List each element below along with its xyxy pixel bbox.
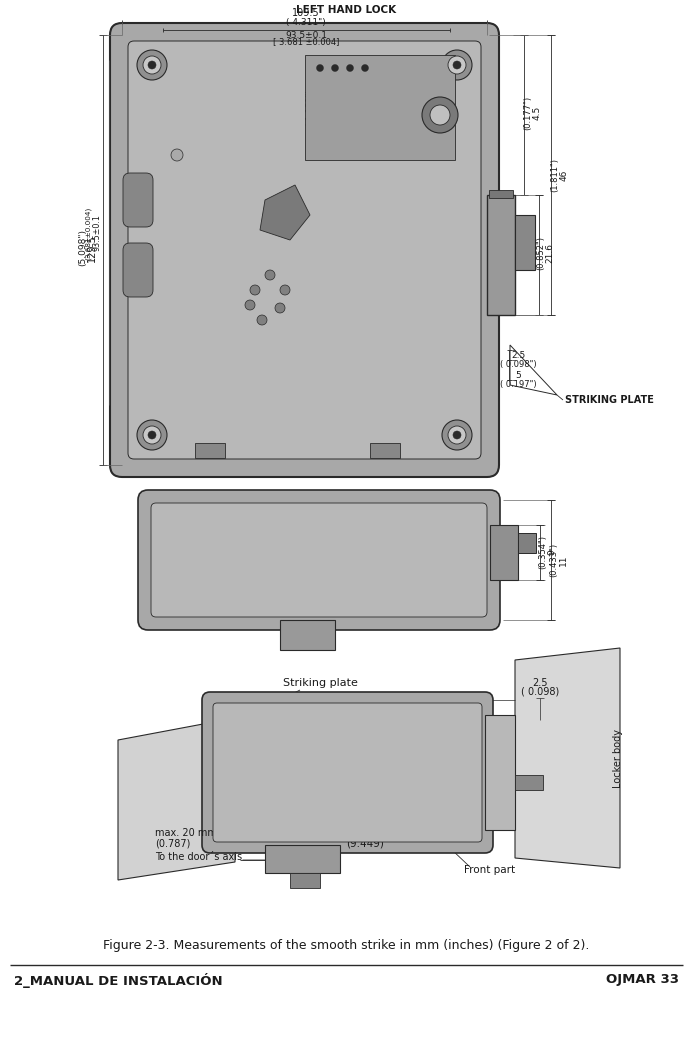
Text: ( 0.098"): ( 0.098") — [500, 360, 536, 368]
Bar — [490, 524, 518, 580]
Text: 21.6: 21.6 — [545, 243, 554, 263]
Circle shape — [317, 64, 324, 71]
Text: 2_MANUAL DE INSTALACIÓN: 2_MANUAL DE INSTALACIÓN — [14, 972, 222, 987]
Bar — [305, 55, 455, 160]
Text: (3.681±0.004): (3.681±0.004) — [85, 207, 91, 259]
Bar — [280, 620, 335, 650]
Bar — [370, 443, 400, 458]
Circle shape — [250, 285, 260, 295]
Bar — [485, 715, 515, 830]
Text: ( 0.197"): ( 0.197") — [500, 381, 536, 389]
Polygon shape — [515, 648, 620, 868]
Text: (0.354"): (0.354") — [538, 535, 547, 569]
Text: (9.449): (9.449) — [346, 838, 384, 848]
Text: Locker body: Locker body — [613, 728, 623, 788]
Text: (0.852"): (0.852") — [536, 236, 545, 270]
Circle shape — [346, 64, 353, 71]
Bar — [489, 190, 513, 198]
Text: OJMAR 33: OJMAR 33 — [606, 973, 679, 986]
Circle shape — [265, 270, 275, 280]
FancyBboxPatch shape — [128, 41, 481, 459]
Circle shape — [362, 64, 369, 71]
Circle shape — [257, 315, 267, 325]
Bar — [515, 775, 543, 790]
Text: 11: 11 — [559, 554, 568, 565]
Text: ( 0.866"): ( 0.866") — [362, 91, 398, 101]
Text: 46: 46 — [559, 169, 568, 180]
Text: 2.5: 2.5 — [511, 350, 525, 360]
Text: 30: 30 — [374, 102, 386, 110]
Circle shape — [171, 149, 183, 160]
Text: Front part: Front part — [464, 865, 516, 875]
Circle shape — [331, 64, 338, 71]
Text: (0.177"): (0.177") — [523, 95, 532, 130]
Text: To the door´s axis: To the door´s axis — [155, 852, 242, 862]
Text: ( 0.098): ( 0.098) — [521, 687, 559, 697]
Text: ( 4.311"): ( 4.311") — [286, 18, 326, 26]
Text: 22: 22 — [374, 84, 385, 92]
Circle shape — [430, 105, 450, 125]
Text: (5.098"): (5.098") — [78, 230, 87, 266]
Circle shape — [280, 285, 290, 295]
Bar — [290, 873, 320, 889]
Circle shape — [148, 61, 156, 69]
Text: Figure 2-3. Measurements of the smooth strike in mm (inches) (Figure 2 of 2).: Figure 2-3. Measurements of the smooth s… — [103, 939, 589, 951]
Text: (0.433"): (0.433") — [550, 543, 559, 577]
Circle shape — [148, 431, 156, 438]
Circle shape — [245, 300, 255, 311]
Polygon shape — [260, 185, 310, 240]
Text: min. 240 mm.: min. 240 mm. — [328, 828, 401, 838]
Circle shape — [275, 303, 285, 313]
Text: 93.5±0.1: 93.5±0.1 — [285, 30, 327, 40]
FancyBboxPatch shape — [202, 692, 493, 853]
Bar — [515, 215, 535, 270]
Circle shape — [453, 431, 461, 438]
Bar — [518, 533, 536, 553]
Circle shape — [143, 56, 161, 74]
Circle shape — [448, 426, 466, 444]
Text: 109.5: 109.5 — [292, 8, 319, 18]
Circle shape — [442, 420, 472, 450]
Text: (1.811"): (1.811") — [550, 158, 559, 192]
Circle shape — [448, 56, 466, 74]
Bar — [265, 845, 340, 873]
Circle shape — [137, 50, 167, 80]
Circle shape — [137, 420, 167, 450]
Text: 2.5: 2.5 — [532, 678, 547, 688]
Circle shape — [453, 61, 461, 69]
Bar — [487, 195, 515, 315]
Text: LEFT HAND LOCK: LEFT HAND LOCK — [296, 5, 396, 15]
Text: [ 3.681 ±0.004]: [ 3.681 ±0.004] — [273, 38, 339, 46]
Text: ( 1.181"): ( 1.181") — [306, 89, 315, 126]
Text: (0.787): (0.787) — [155, 838, 191, 848]
Text: STRIKING PLATE: STRIKING PLATE — [565, 395, 654, 405]
Circle shape — [422, 97, 458, 133]
FancyBboxPatch shape — [138, 490, 500, 630]
Circle shape — [442, 50, 472, 80]
Circle shape — [143, 426, 161, 444]
FancyBboxPatch shape — [123, 243, 153, 297]
Bar — [195, 443, 225, 458]
FancyBboxPatch shape — [110, 23, 499, 477]
Text: 129.5: 129.5 — [87, 234, 97, 262]
Text: Striking plate: Striking plate — [283, 678, 358, 688]
Polygon shape — [118, 718, 235, 880]
Text: 9: 9 — [547, 549, 556, 555]
Text: 30: 30 — [315, 102, 324, 113]
FancyBboxPatch shape — [123, 173, 153, 227]
FancyBboxPatch shape — [213, 703, 482, 842]
Text: 5: 5 — [515, 371, 521, 381]
Text: max. 20 mm.: max. 20 mm. — [155, 828, 220, 838]
Text: 93.5±0.1: 93.5±0.1 — [92, 215, 101, 252]
Text: ( 1.181"): ( 1.181") — [362, 109, 398, 119]
FancyBboxPatch shape — [151, 504, 487, 617]
Text: 4.5: 4.5 — [532, 106, 541, 121]
